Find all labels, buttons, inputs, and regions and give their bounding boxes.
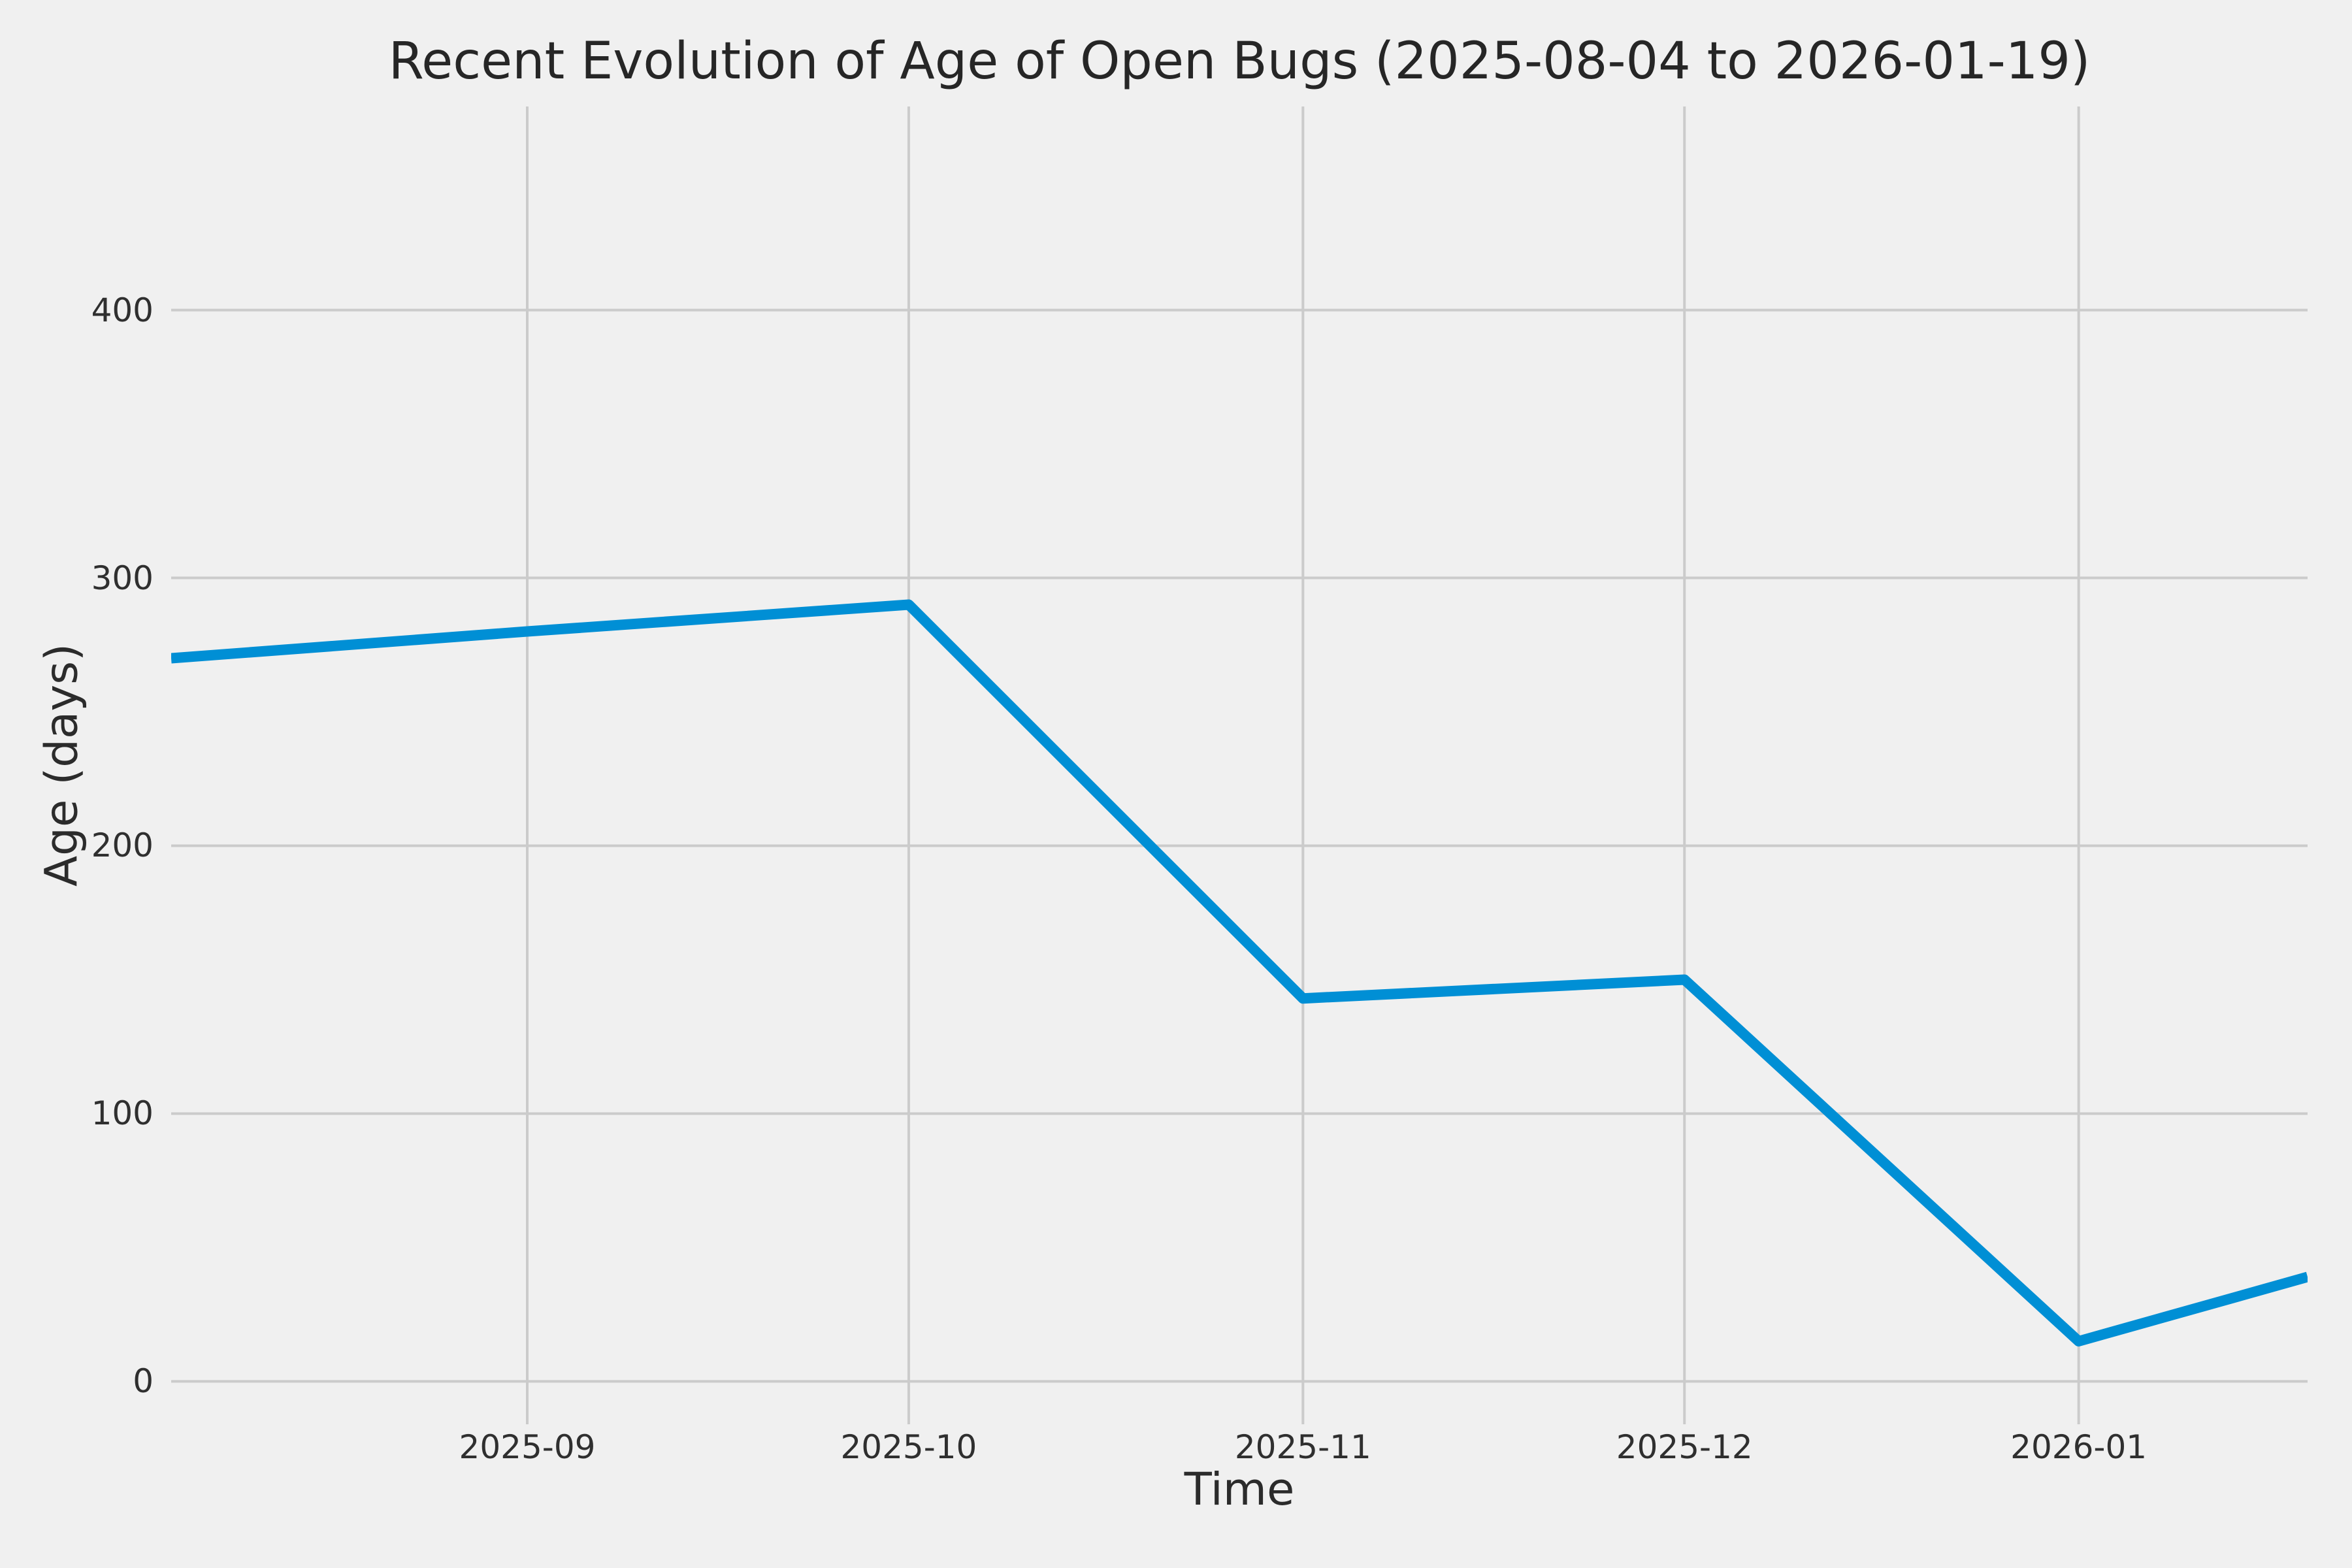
y-tick-label: 200 [91, 826, 154, 865]
x-axis-label: Time [1184, 1463, 1295, 1516]
y-tick-label: 0 [133, 1362, 154, 1401]
x-tick-label: 2026-01 [2010, 1428, 2148, 1466]
x-tick-label: 2025-12 [1616, 1428, 1753, 1466]
plot-area [171, 106, 2308, 1424]
x-tick-label: 2025-10 [840, 1428, 977, 1466]
x-tick-label: 2025-11 [1234, 1428, 1371, 1466]
y-tick-label: 400 [91, 291, 154, 329]
x-tick-label: 2025-09 [459, 1428, 596, 1466]
data-line [171, 599, 2308, 1347]
line-chart-svg [171, 106, 2308, 1424]
chart-title: Recent Evolution of Age of Open Bugs (20… [388, 32, 2091, 91]
y-tick-label: 300 [91, 559, 154, 597]
y-tick-label: 100 [91, 1094, 154, 1133]
